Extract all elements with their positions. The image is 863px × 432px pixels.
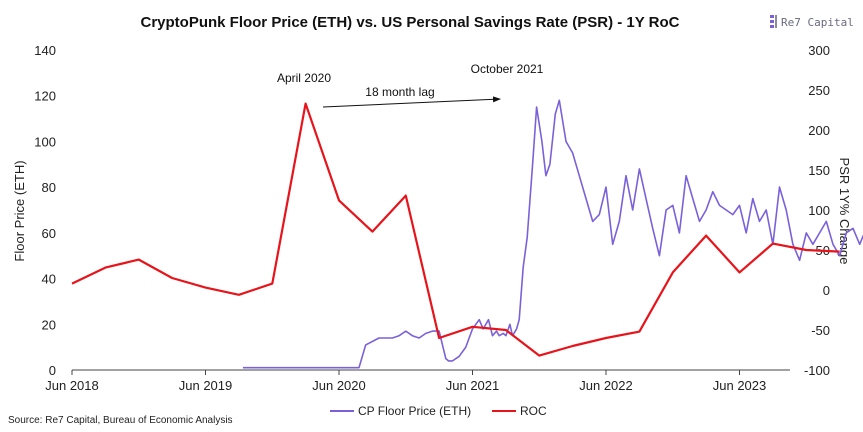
left-axis-label: Floor Price (ETH)	[12, 160, 27, 261]
right-axis-label: PSR 1Y% Change	[837, 158, 852, 265]
chart-title: CryptoPunk Floor Price (ETH) vs. US Pers…	[140, 14, 679, 31]
lag-arrow	[322, 96, 501, 108]
plot-area: Floor Price (ETH) PSR 1Y% Change	[12, 158, 852, 371]
right-tick-label: -100	[804, 363, 830, 378]
right-tick-label: 150	[808, 163, 830, 178]
source-note: Source: Re7 Capital, Bureau of Economic …	[8, 415, 233, 426]
legend: CP Floor Price (ETH) ROC	[330, 404, 547, 418]
annotations: April 2020 October 2021 18 month lag	[277, 62, 544, 108]
x-axis-ticks: Jun 2018 Jun 2019 Jun 2020 Jun 2021 Jun 2022…	[45, 370, 766, 393]
series-line-roc	[71, 102, 840, 357]
left-tick-label: 0	[49, 363, 56, 378]
left-tick-label: 100	[34, 134, 56, 149]
right-tick-label: -50	[811, 323, 830, 338]
left-tick-label: 40	[42, 272, 56, 287]
annotation-april-2020: April 2020	[277, 71, 331, 85]
right-tick-label: 300	[808, 43, 830, 58]
legend-label-roc: ROC	[520, 404, 547, 418]
right-tick-label: 100	[808, 203, 830, 218]
left-tick-label: 140	[34, 43, 56, 58]
brand-logo: Re7 Capital	[770, 15, 854, 29]
left-axis-ticks: 0 20 40 60 80 100 120 140	[34, 43, 56, 378]
brand-name: Re7 Capital	[781, 16, 854, 29]
x-tick-label: Jun 2022	[579, 378, 633, 393]
legend-label-floor-price: CP Floor Price (ETH)	[358, 404, 471, 418]
right-tick-label: 0	[823, 283, 830, 298]
annotation-october-2021: October 2021	[471, 62, 544, 76]
x-tick-label: Jun 2021	[446, 378, 500, 393]
series-line-floor-price	[242, 99, 863, 369]
x-tick-label: Jun 2019	[179, 378, 233, 393]
left-tick-label: 80	[42, 180, 56, 195]
right-tick-label: 200	[808, 123, 830, 138]
annotation-lag: 18 month lag	[365, 85, 434, 99]
x-tick-label: Jun 2023	[713, 378, 767, 393]
x-tick-label: Jun 2020	[312, 378, 366, 393]
brand-mark-icon	[770, 15, 777, 28]
left-tick-label: 120	[34, 89, 56, 104]
left-tick-label: 60	[42, 226, 56, 241]
series-layer	[71, 99, 863, 369]
right-tick-label: 250	[808, 83, 830, 98]
x-tick-label: Jun 2018	[45, 378, 99, 393]
left-tick-label: 20	[42, 317, 56, 332]
